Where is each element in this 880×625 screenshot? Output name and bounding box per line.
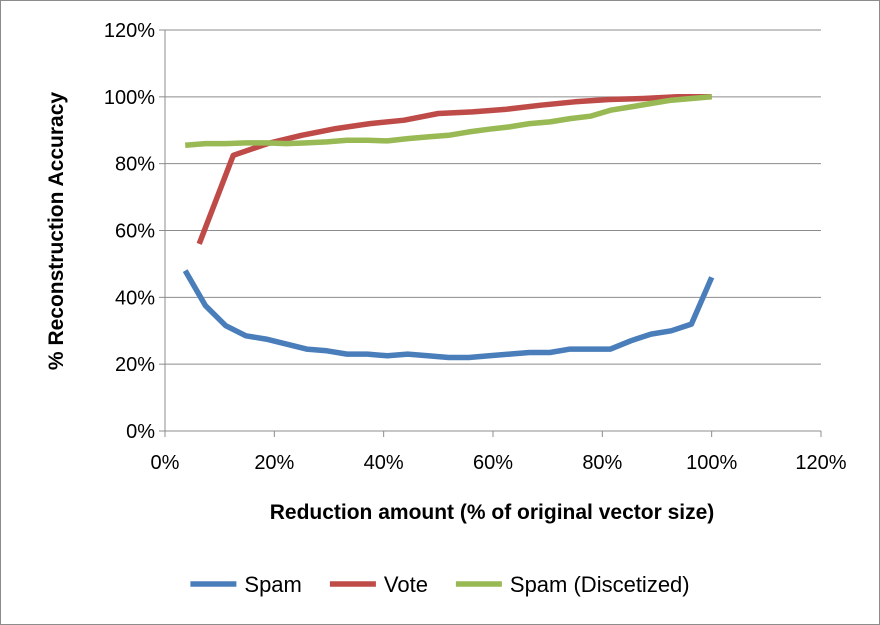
grid-layer	[165, 29, 821, 365]
y-tick-label: 100%	[104, 87, 155, 109]
x-tick-label: 0%	[151, 452, 180, 474]
x-tick-label: 80%	[582, 452, 622, 474]
legend-label: Spam	[244, 572, 301, 597]
series-line-spam-discetized	[184, 94, 712, 149]
x-tick-label: 100%	[686, 452, 737, 474]
axis-layer: 0% 20% 40% 60% 80% 100% 120% 0% 20% 40% 60% 80% 100%…	[104, 20, 847, 474]
legend-label: Vote	[384, 572, 428, 597]
y-tick-label: 0%	[126, 421, 155, 443]
x-tick-label: 40%	[364, 452, 404, 474]
y-tick-label: 40%	[115, 287, 155, 309]
legend-item: Spam	[190, 572, 302, 597]
series-layer	[182, 94, 715, 361]
legend-item: Vote	[329, 572, 428, 597]
y-tick-label: 60%	[115, 221, 155, 243]
x-tick-label: 20%	[254, 452, 294, 474]
legend-label: Spam (Discetized)	[510, 572, 690, 597]
series-line-vote	[196, 94, 712, 245]
x-tick-label: 120%	[795, 452, 846, 474]
y-tick-label: 20%	[115, 354, 155, 376]
y-tick-label: 120%	[104, 20, 155, 42]
x-tick-label: 60%	[473, 452, 513, 474]
y-axis-title: % Reconstruction Accuracy	[45, 92, 68, 370]
y-tick-label: 80%	[115, 154, 155, 176]
series-line-spam	[182, 269, 715, 361]
legend: Spam Vote Spam (Discetized)	[190, 572, 690, 597]
x-axis-title: Reduction amount (% of original vector s…	[270, 501, 715, 524]
legend-item: Spam (Discetized)	[455, 572, 690, 597]
